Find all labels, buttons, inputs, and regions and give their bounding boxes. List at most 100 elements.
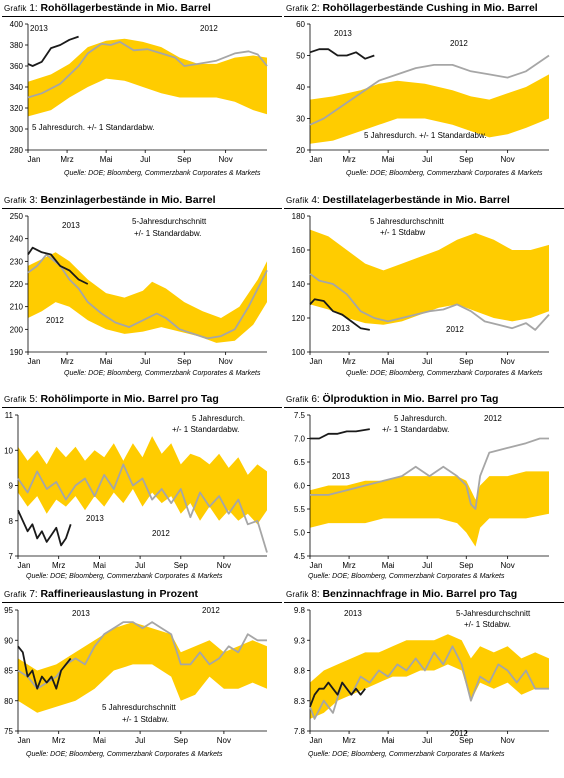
annotation-label: 5 Jahresdurchschnitt (102, 703, 177, 712)
annotation-label: +/- 1 Standardabw. (172, 425, 239, 434)
x-tick-label: Nov (217, 736, 231, 745)
x-tick-label: Mrz (342, 561, 355, 570)
x-tick-label: Sep (174, 736, 189, 745)
source-note: Quelle: DOE; Bloomberg, Commerzbank Corp… (308, 751, 505, 758)
panel-raffinerie: Grafik 7: Raffinerieauslastung in Prozen… (2, 588, 282, 778)
y-tick-label: 250 (10, 212, 24, 221)
annotation-label: 5 Jahresdurchschnitt (370, 217, 445, 226)
source-note: Quelle: DOE; Bloomberg, Commerzbank Corp… (26, 751, 223, 758)
x-tick-label: Mrz (52, 561, 65, 570)
y-tick-label: 360 (10, 62, 24, 71)
y-tick-label: 80 (4, 697, 13, 706)
annotation-label: 5-Jahresdurchschnitt (456, 609, 531, 618)
y-tick-label: 5.5 (294, 505, 306, 514)
y-tick-label: 10 (4, 446, 13, 455)
x-tick-label: Jan (28, 357, 41, 366)
y-tick-label: 20 (296, 146, 305, 155)
title-number: 7 (29, 589, 35, 600)
series-line-2012 (27, 253, 268, 340)
x-tick-label: Jan (310, 561, 323, 570)
y-tick-label: 75 (4, 727, 13, 736)
std-band (28, 252, 267, 343)
y-tick-label: 300 (10, 125, 24, 134)
annotation-label: 2012 (450, 39, 468, 48)
annotation-label: 2013 (72, 609, 90, 618)
y-tick-label: 8.3 (294, 697, 306, 706)
y-tick-label: 95 (4, 606, 13, 615)
y-tick-label: 5.0 (294, 529, 306, 538)
y-tick-label: 90 (4, 636, 13, 645)
y-tick-label: 9 (9, 482, 14, 491)
series-line-2013 (310, 428, 370, 440)
x-tick-label: Mai (382, 357, 395, 366)
series-line-2013 (309, 48, 375, 60)
panel-benzinlager: Grafik 3: Benzinlagerbestände in Mio. Ba… (2, 194, 282, 384)
annotation-label: 5-Jahresdurchschnitt (132, 217, 207, 226)
title-number: 5 (29, 394, 35, 405)
title-prefix: Grafik (4, 196, 27, 205)
x-tick-label: Mrz (342, 736, 355, 745)
title-number: 1 (29, 3, 35, 14)
x-tick-label: Jan (310, 736, 323, 745)
chart-svg: 11 10 9 8 7 Jan Mrz Mai Jul Sep Nov 5 Jahresdurch. +… (4, 411, 268, 570)
x-tick-label: Mrz (52, 736, 65, 745)
source-note: Quelle: DOE; Bloomberg, Commerzbank Corp… (64, 370, 261, 377)
x-tick-label: Jan (310, 155, 323, 164)
x-tick-label: Jan (18, 561, 31, 570)
x-tick-label: Sep (174, 561, 189, 570)
chart-svg: 9.8 9.3 8.8 8.3 7.8 Jan Mrz Mai Jul Sep Nov 2013 5-J… (294, 606, 549, 745)
title-prefix: Grafik (286, 4, 309, 13)
panel-rohoellager: Grafik 1: Rohöllagerbestände in Mio. Bar… (2, 2, 282, 192)
y-tick-label: 230 (10, 257, 24, 266)
annotation-label: 2013 (344, 609, 362, 618)
x-tick-label: Sep (459, 155, 474, 164)
title-number: 6 (311, 394, 317, 405)
chart-title: Grafik 1: Rohöllagerbestände in Mio. Bar… (4, 2, 211, 14)
title-prefix: Grafik (4, 590, 27, 599)
y-tick-label: 4.5 (294, 552, 306, 561)
annotation-label: 2012 (446, 325, 464, 334)
x-tick-label: Nov (219, 357, 233, 366)
source-note: Quelle: DOE; Bloomberg, Commerzbank Corp… (346, 170, 543, 177)
chart-title: Grafik 2: Rohöllagerbestände Cushing in … (286, 2, 538, 14)
y-tick-label: 8.8 (294, 667, 306, 676)
series-line-2012 (309, 54, 550, 126)
annotation-label: 5 Jahresdurch. +/- 1 Standardabw. (364, 131, 487, 140)
x-tick-label: Mrz (342, 357, 355, 366)
y-tick-label: 85 (4, 667, 13, 676)
title-text: Rohöllagerbestände Cushing in Mio. Barre… (322, 2, 538, 14)
annotation-label: 5 Jahresdurch. +/- 1 Standardabw. (32, 123, 155, 132)
x-tick-label: Mrz (342, 155, 355, 164)
annotation-label: 2013 (30, 24, 48, 33)
y-tick-label: 160 (292, 246, 306, 255)
y-tick-label: 190 (10, 348, 24, 357)
y-tick-label: 9.3 (294, 636, 306, 645)
x-tick-label: Mai (100, 155, 113, 164)
y-tick-label: 50 (296, 52, 305, 61)
y-tick-label: 210 (10, 303, 24, 312)
x-tick-label: Jul (135, 736, 145, 745)
series-line-2012 (17, 463, 268, 553)
source-note: Quelle: DOE; Bloomberg, Commerzbank Corp… (346, 370, 543, 377)
title-text: Rohölimporte in Mio. Barrel pro Tag (40, 393, 219, 405)
y-tick-label: 400 (10, 20, 24, 29)
x-tick-label: Sep (459, 357, 474, 366)
x-tick-label: Nov (217, 561, 231, 570)
annotation-label: 2013 (332, 472, 350, 481)
chart-svg: 95 90 85 80 75 Jan Mrz Mai Jul Sep Nov 2013 2012 5 Ja… (4, 606, 267, 745)
title-text: Raffinerieauslastung in Prozent (40, 588, 198, 600)
chart-title: Grafik 5: Rohölimporte in Mio. Barrel pr… (4, 393, 219, 405)
y-tick-label: 240 (10, 235, 24, 244)
source-note: Quelle: DOE; Bloomberg, Commerzbank Corp… (308, 573, 505, 580)
series-line-2012 (310, 437, 549, 510)
annotation-label: 2012 (200, 24, 218, 33)
x-tick-label: Mrz (60, 357, 73, 366)
source-note: Quelle: DOE; Bloomberg, Commerzbank Corp… (26, 573, 223, 580)
y-tick-label: 140 (292, 280, 306, 289)
y-tick-label: 7 (9, 552, 14, 561)
x-tick-label: Mai (382, 561, 395, 570)
source-note: Quelle: DOE; Bloomberg, Commerzbank Corp… (64, 170, 261, 177)
annotation-label: 2012 (152, 529, 170, 538)
y-tick-label: 6.0 (294, 482, 306, 491)
annotation-label: 2013 (332, 324, 350, 333)
